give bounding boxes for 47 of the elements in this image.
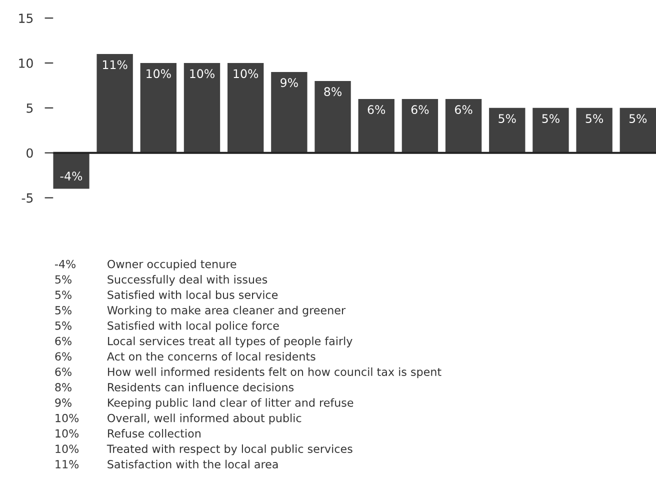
bar: [445, 98, 482, 153]
bar: [96, 54, 133, 153]
bar: [576, 108, 612, 153]
text: 6% How well informed residents felt on how council tax is spent: [55, 367, 442, 378]
bar: [489, 108, 526, 153]
y-tick-label: 15: [19, 14, 33, 23]
bar: [184, 63, 220, 153]
bar: [358, 98, 394, 153]
bar: [53, 152, 90, 189]
data-label: 5%: [542, 114, 560, 124]
text: 8% Residents can influence decisions: [55, 382, 294, 392]
data-label: 6%: [368, 105, 386, 114]
bar: [271, 72, 308, 153]
data-label: 5%: [586, 114, 604, 124]
y-tick-label: 0: [26, 148, 33, 158]
text: 10% Refuse collection: [56, 429, 200, 438]
text: 5% Working to make area cleaner and greener: [55, 306, 346, 317]
data-label: -4%: [60, 172, 82, 181]
data-label: 10%: [234, 69, 258, 78]
data-label: 6%: [455, 105, 472, 114]
text: 10% Overall, well informed about public: [56, 414, 302, 424]
text: 5% Satisfied with local bus service: [55, 290, 278, 300]
text: 6% Act on the concerns of local residents: [55, 352, 316, 361]
text: 6% Local services treat all types of people fairly: [55, 336, 352, 348]
text: 11% Satisfaction with the local area: [56, 460, 278, 468]
y-tick-label: 5: [26, 104, 33, 113]
data-label: 10%: [146, 69, 171, 78]
bar: [402, 98, 438, 153]
data-label: 11%: [102, 60, 128, 70]
data-label: 9%: [280, 78, 298, 88]
text: 5% Successfully deal with issues: [55, 275, 268, 286]
bar: [314, 80, 351, 153]
text: 9% Keeping public land clear of litter and refuse: [55, 398, 354, 409]
text: 10% Treated with respect by local public services: [56, 444, 352, 456]
bar: [532, 108, 569, 153]
data-label: 6%: [411, 105, 429, 114]
data-label: 8%: [324, 87, 342, 96]
bar: [620, 108, 656, 153]
y-tick-label: -5: [22, 193, 33, 203]
y-tick-label: 10: [19, 58, 33, 68]
data-label: 5%: [498, 114, 516, 124]
text: -4% Owner occupied tenure: [54, 260, 236, 270]
text: 5% Satisfied with local police force: [55, 321, 279, 332]
data-label: 10%: [190, 69, 214, 78]
bar: [140, 63, 176, 153]
bar: [228, 63, 264, 153]
data-label: 5%: [629, 114, 647, 124]
